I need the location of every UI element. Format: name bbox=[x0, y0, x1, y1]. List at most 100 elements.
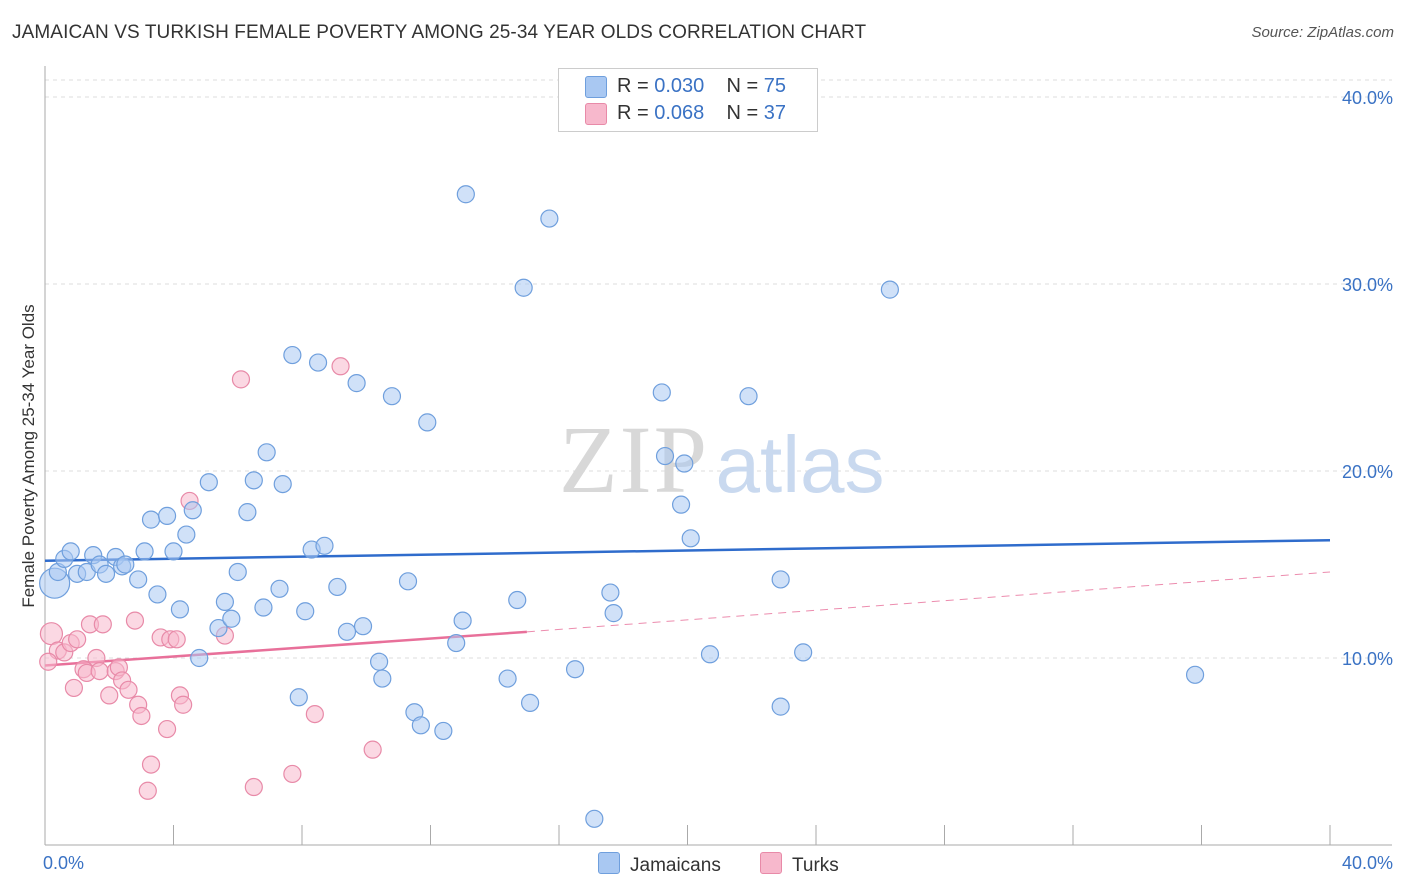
trend-line-turks-extended bbox=[526, 571, 1331, 633]
jamaicans-point[interactable] bbox=[655, 446, 675, 466]
jamaicans-point[interactable] bbox=[283, 345, 302, 365]
jamaicans-point[interactable] bbox=[61, 542, 80, 561]
jamaicans-point[interactable] bbox=[382, 387, 402, 406]
jamaicans-point[interactable] bbox=[373, 669, 392, 688]
turks-point[interactable] bbox=[39, 652, 58, 671]
turks-point[interactable] bbox=[331, 357, 350, 376]
jamaicans-point[interactable] bbox=[771, 697, 790, 716]
jamaicans-point[interactable] bbox=[141, 510, 161, 529]
turks-point[interactable] bbox=[125, 611, 145, 630]
jamaicans-point[interactable] bbox=[215, 592, 234, 612]
legend-row-text: R = 0.030 N = 75 bbox=[617, 75, 786, 98]
turks-point[interactable] bbox=[93, 615, 112, 634]
jamaicans-point[interactable] bbox=[671, 495, 691, 514]
trend-line-turks bbox=[44, 630, 527, 667]
jamaicans-point[interactable] bbox=[135, 542, 154, 561]
jamaicans-point[interactable] bbox=[228, 562, 247, 582]
jamaicans-point[interactable] bbox=[880, 280, 899, 299]
turks-point[interactable] bbox=[68, 630, 87, 649]
jamaicans-point[interactable] bbox=[675, 454, 694, 473]
jamaicans-point[interactable] bbox=[1185, 665, 1205, 684]
jamaicans-point[interactable] bbox=[739, 387, 758, 406]
turks-point[interactable] bbox=[157, 719, 177, 739]
turks-point[interactable] bbox=[100, 686, 119, 705]
jamaicans-point[interactable] bbox=[520, 693, 540, 712]
turks-point[interactable] bbox=[167, 630, 186, 649]
jamaicans-point[interactable] bbox=[116, 555, 135, 574]
jamaicans-point[interactable] bbox=[418, 413, 437, 432]
jamaicans-point[interactable] bbox=[254, 598, 273, 617]
jamaicans-point[interactable] bbox=[244, 471, 263, 490]
jamaicans-point[interactable] bbox=[453, 611, 472, 630]
jamaicans-point[interactable] bbox=[434, 721, 453, 741]
turks-point[interactable] bbox=[244, 777, 263, 797]
jamaicans-point[interactable] bbox=[257, 443, 276, 462]
jamaicans-point[interactable] bbox=[498, 669, 517, 688]
jamaicans-point[interactable] bbox=[456, 185, 475, 204]
turks-point[interactable] bbox=[90, 661, 109, 681]
jamaicans-point[interactable] bbox=[411, 716, 430, 735]
jamaicans-point[interactable] bbox=[585, 809, 604, 828]
jamaicans-point[interactable] bbox=[652, 383, 671, 402]
jamaicans-point[interactable] bbox=[540, 209, 559, 228]
legend-item-turks[interactable]: Turks bbox=[760, 852, 839, 877]
turks-point[interactable] bbox=[283, 764, 302, 784]
jamaicans-point[interactable] bbox=[514, 278, 533, 297]
jamaicans-point[interactable] bbox=[447, 633, 466, 653]
turks-point[interactable] bbox=[305, 704, 324, 724]
jamaicans-point[interactable] bbox=[190, 648, 209, 668]
turks-point[interactable] bbox=[174, 695, 193, 714]
jamaicans-point[interactable] bbox=[700, 645, 720, 664]
jamaicans-point[interactable] bbox=[222, 609, 241, 628]
legend-item-jamaicans[interactable]: Jamaicans bbox=[598, 852, 721, 877]
jamaicans-point[interactable] bbox=[129, 570, 148, 589]
jamaicans-point[interactable] bbox=[170, 600, 190, 619]
jamaicans-point[interactable] bbox=[398, 572, 418, 591]
turks-point[interactable] bbox=[64, 678, 84, 698]
jamaicans-point[interactable] bbox=[273, 474, 292, 494]
trend-lines bbox=[44, 538, 1331, 667]
jamaicans-point[interactable] bbox=[601, 583, 620, 602]
r-label: R = bbox=[617, 75, 655, 97]
jamaicans-point[interactable] bbox=[328, 577, 347, 597]
jamaicans-point[interactable] bbox=[296, 602, 315, 621]
jamaicans-point[interactable] bbox=[315, 536, 334, 555]
y-tick-label: 20.0% bbox=[1342, 462, 1393, 482]
jamaicans-point[interactable] bbox=[289, 688, 308, 707]
turks-point[interactable] bbox=[119, 680, 138, 699]
jamaicans-point[interactable] bbox=[270, 579, 289, 598]
source-credit: Source: ZipAtlas.com bbox=[1251, 24, 1394, 41]
turks-point[interactable] bbox=[363, 740, 382, 759]
jamaicans-point[interactable] bbox=[337, 622, 357, 641]
jamaicans-point[interactable] bbox=[199, 473, 218, 492]
jamaicans-point[interactable] bbox=[157, 506, 177, 525]
watermark-atlas: atlas bbox=[716, 420, 885, 509]
turks-point[interactable] bbox=[39, 622, 64, 646]
jamaicans-point[interactable] bbox=[96, 564, 116, 583]
turks-point[interactable] bbox=[231, 370, 251, 389]
turks-point[interactable] bbox=[141, 755, 161, 774]
jamaicans-point[interactable] bbox=[238, 503, 257, 522]
gridlines bbox=[45, 79, 1392, 659]
jamaicans-point[interactable] bbox=[565, 660, 585, 679]
jamaicans-point[interactable] bbox=[604, 604, 623, 623]
jamaicans-point[interactable] bbox=[347, 374, 366, 393]
jamaicans-point[interactable] bbox=[177, 525, 196, 544]
jamaicans-point[interactable] bbox=[148, 585, 167, 604]
jamaicans-point[interactable] bbox=[353, 617, 373, 636]
series-jamaicans-points bbox=[39, 185, 1205, 828]
legend-row-text: R = 0.068 N = 37 bbox=[617, 102, 786, 125]
jamaicans-point[interactable] bbox=[681, 529, 700, 548]
jamaicans-point[interactable] bbox=[308, 353, 328, 372]
jamaicans-point[interactable] bbox=[794, 643, 813, 662]
x-tick-label: 40.0% bbox=[1342, 853, 1393, 873]
turks-point[interactable] bbox=[138, 781, 157, 800]
jamaicans-point[interactable] bbox=[771, 570, 790, 589]
turks-point[interactable] bbox=[132, 706, 151, 726]
jamaicans-point[interactable] bbox=[164, 542, 183, 561]
jamaicans-point[interactable] bbox=[183, 501, 202, 520]
jamaicans-point[interactable] bbox=[209, 618, 228, 638]
jamaicans-point[interactable] bbox=[508, 590, 527, 610]
jamaicans-point[interactable] bbox=[370, 652, 389, 671]
